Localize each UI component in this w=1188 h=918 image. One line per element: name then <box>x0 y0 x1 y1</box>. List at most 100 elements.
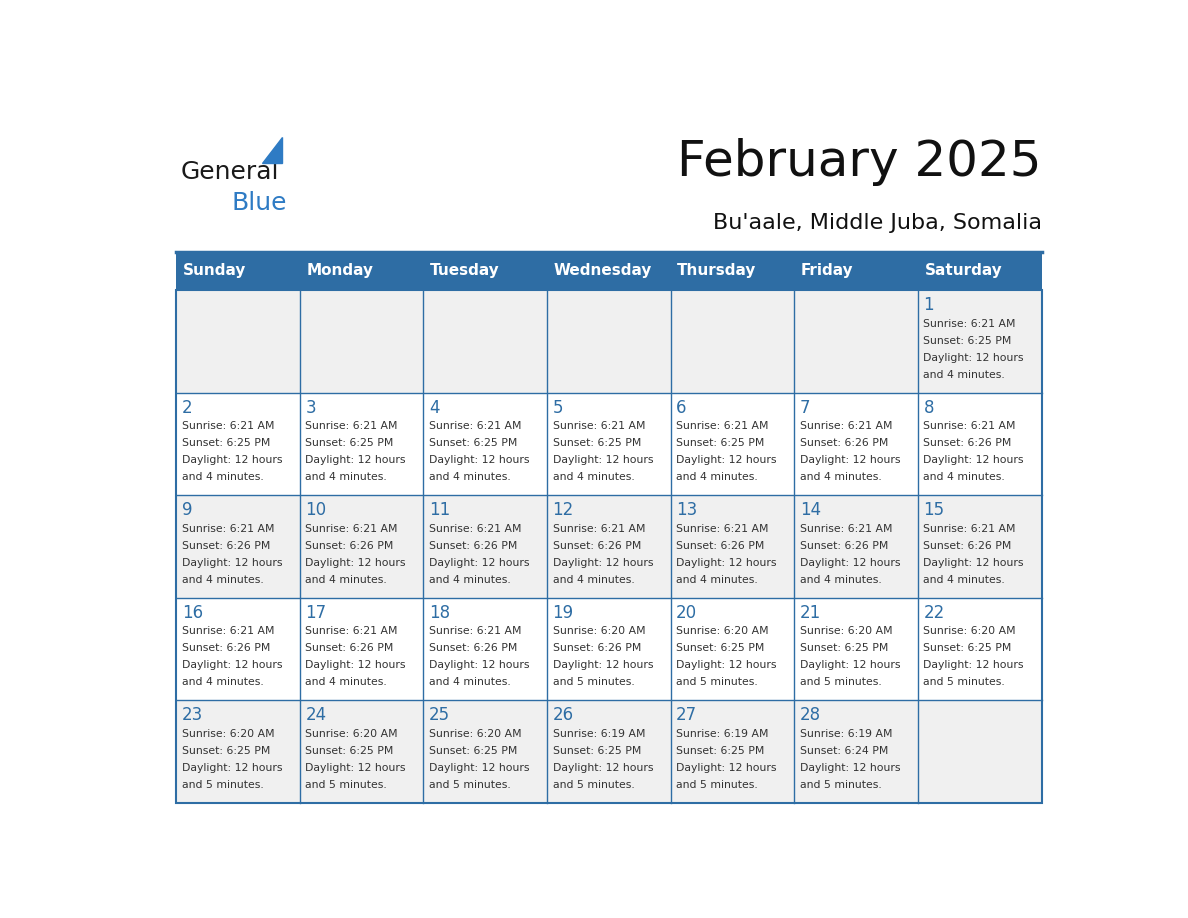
Text: Sunrise: 6:20 AM: Sunrise: 6:20 AM <box>305 729 398 739</box>
Text: Sunset: 6:25 PM: Sunset: 6:25 PM <box>923 644 1012 653</box>
Text: 21: 21 <box>800 603 821 621</box>
Text: Sunrise: 6:19 AM: Sunrise: 6:19 AM <box>552 729 645 739</box>
Text: Sunrise: 6:21 AM: Sunrise: 6:21 AM <box>923 421 1016 431</box>
Text: Daylight: 12 hours: Daylight: 12 hours <box>676 557 777 567</box>
Text: 6: 6 <box>676 398 687 417</box>
Bar <box>546 700 671 803</box>
Bar <box>671 393 795 496</box>
Bar <box>423 700 546 803</box>
Text: Tuesday: Tuesday <box>430 263 500 278</box>
Text: Sunrise: 6:21 AM: Sunrise: 6:21 AM <box>923 319 1016 329</box>
Text: Daylight: 12 hours: Daylight: 12 hours <box>800 557 901 567</box>
Bar <box>671 700 795 803</box>
Text: Daylight: 12 hours: Daylight: 12 hours <box>800 660 901 670</box>
Text: Sunrise: 6:21 AM: Sunrise: 6:21 AM <box>429 421 522 431</box>
Text: and 5 minutes.: and 5 minutes. <box>800 677 881 687</box>
Text: Sunset: 6:25 PM: Sunset: 6:25 PM <box>552 745 642 756</box>
Text: Sunrise: 6:21 AM: Sunrise: 6:21 AM <box>800 421 892 431</box>
Text: and 4 minutes.: and 4 minutes. <box>800 575 881 585</box>
Bar <box>176 252 1042 290</box>
Text: Sunrise: 6:21 AM: Sunrise: 6:21 AM <box>305 626 398 636</box>
Text: Sunset: 6:26 PM: Sunset: 6:26 PM <box>305 644 393 653</box>
Text: 11: 11 <box>429 501 450 519</box>
Text: Sunday: Sunday <box>183 263 246 278</box>
Text: Sunset: 6:26 PM: Sunset: 6:26 PM <box>429 644 517 653</box>
Text: Daylight: 12 hours: Daylight: 12 hours <box>305 455 406 465</box>
Bar <box>671 496 795 598</box>
Text: Sunrise: 6:21 AM: Sunrise: 6:21 AM <box>676 523 769 533</box>
Bar <box>299 290 423 393</box>
Text: Daylight: 12 hours: Daylight: 12 hours <box>676 660 777 670</box>
Text: Sunset: 6:26 PM: Sunset: 6:26 PM <box>305 541 393 551</box>
Text: and 4 minutes.: and 4 minutes. <box>676 575 758 585</box>
Text: and 4 minutes.: and 4 minutes. <box>552 472 634 482</box>
Text: Thursday: Thursday <box>677 263 757 278</box>
Text: Sunset: 6:25 PM: Sunset: 6:25 PM <box>182 438 270 448</box>
Bar <box>299 700 423 803</box>
Text: Sunrise: 6:20 AM: Sunrise: 6:20 AM <box>552 626 645 636</box>
Text: Sunset: 6:25 PM: Sunset: 6:25 PM <box>676 644 765 653</box>
Text: and 5 minutes.: and 5 minutes. <box>552 677 634 687</box>
Bar <box>546 393 671 496</box>
Text: and 4 minutes.: and 4 minutes. <box>676 472 758 482</box>
Text: Sunrise: 6:21 AM: Sunrise: 6:21 AM <box>182 626 274 636</box>
Text: 25: 25 <box>429 706 450 724</box>
Text: Daylight: 12 hours: Daylight: 12 hours <box>182 455 282 465</box>
Bar <box>299 598 423 700</box>
Text: Sunset: 6:26 PM: Sunset: 6:26 PM <box>800 438 889 448</box>
Text: 12: 12 <box>552 501 574 519</box>
Bar <box>671 290 795 393</box>
Text: Daylight: 12 hours: Daylight: 12 hours <box>429 557 530 567</box>
Text: and 4 minutes.: and 4 minutes. <box>923 575 1005 585</box>
Text: 15: 15 <box>923 501 944 519</box>
Bar <box>795 496 918 598</box>
Text: and 4 minutes.: and 4 minutes. <box>800 472 881 482</box>
Text: Saturday: Saturday <box>924 263 1003 278</box>
Text: and 5 minutes.: and 5 minutes. <box>429 779 511 789</box>
Text: Sunrise: 6:20 AM: Sunrise: 6:20 AM <box>182 729 274 739</box>
Text: Sunrise: 6:21 AM: Sunrise: 6:21 AM <box>182 421 274 431</box>
Text: Sunset: 6:26 PM: Sunset: 6:26 PM <box>923 438 1012 448</box>
Text: Daylight: 12 hours: Daylight: 12 hours <box>552 455 653 465</box>
Text: Sunrise: 6:21 AM: Sunrise: 6:21 AM <box>429 626 522 636</box>
Text: 26: 26 <box>552 706 574 724</box>
Text: Daylight: 12 hours: Daylight: 12 hours <box>676 455 777 465</box>
Text: 19: 19 <box>552 603 574 621</box>
Text: 23: 23 <box>182 706 203 724</box>
Text: Daylight: 12 hours: Daylight: 12 hours <box>305 763 406 773</box>
Text: Daylight: 12 hours: Daylight: 12 hours <box>182 660 282 670</box>
Text: Sunset: 6:25 PM: Sunset: 6:25 PM <box>429 438 517 448</box>
Text: Sunset: 6:25 PM: Sunset: 6:25 PM <box>552 438 642 448</box>
Text: Sunrise: 6:20 AM: Sunrise: 6:20 AM <box>676 626 769 636</box>
Text: Daylight: 12 hours: Daylight: 12 hours <box>552 660 653 670</box>
Text: Sunrise: 6:21 AM: Sunrise: 6:21 AM <box>305 421 398 431</box>
Text: Sunrise: 6:21 AM: Sunrise: 6:21 AM <box>552 421 645 431</box>
Text: Daylight: 12 hours: Daylight: 12 hours <box>800 763 901 773</box>
Bar <box>299 393 423 496</box>
Bar <box>546 496 671 598</box>
Text: Sunset: 6:26 PM: Sunset: 6:26 PM <box>800 541 889 551</box>
Bar <box>546 290 671 393</box>
Text: and 4 minutes.: and 4 minutes. <box>305 575 387 585</box>
Text: 1: 1 <box>923 297 934 314</box>
Text: Sunset: 6:25 PM: Sunset: 6:25 PM <box>923 336 1012 346</box>
Text: 2: 2 <box>182 398 192 417</box>
Text: and 5 minutes.: and 5 minutes. <box>182 779 264 789</box>
Text: Sunset: 6:26 PM: Sunset: 6:26 PM <box>182 644 270 653</box>
Text: and 4 minutes.: and 4 minutes. <box>429 677 511 687</box>
Bar <box>795 393 918 496</box>
Text: Daylight: 12 hours: Daylight: 12 hours <box>800 455 901 465</box>
Bar <box>176 700 299 803</box>
Text: Sunset: 6:24 PM: Sunset: 6:24 PM <box>800 745 889 756</box>
Text: 8: 8 <box>923 398 934 417</box>
Text: and 4 minutes.: and 4 minutes. <box>305 677 387 687</box>
Text: Sunset: 6:26 PM: Sunset: 6:26 PM <box>676 541 765 551</box>
Bar <box>918 700 1042 803</box>
Bar <box>918 496 1042 598</box>
Text: Sunset: 6:25 PM: Sunset: 6:25 PM <box>305 745 393 756</box>
Text: 20: 20 <box>676 603 697 621</box>
Text: and 5 minutes.: and 5 minutes. <box>800 779 881 789</box>
Text: Daylight: 12 hours: Daylight: 12 hours <box>552 557 653 567</box>
Text: and 5 minutes.: and 5 minutes. <box>923 677 1005 687</box>
Text: Sunrise: 6:21 AM: Sunrise: 6:21 AM <box>429 523 522 533</box>
